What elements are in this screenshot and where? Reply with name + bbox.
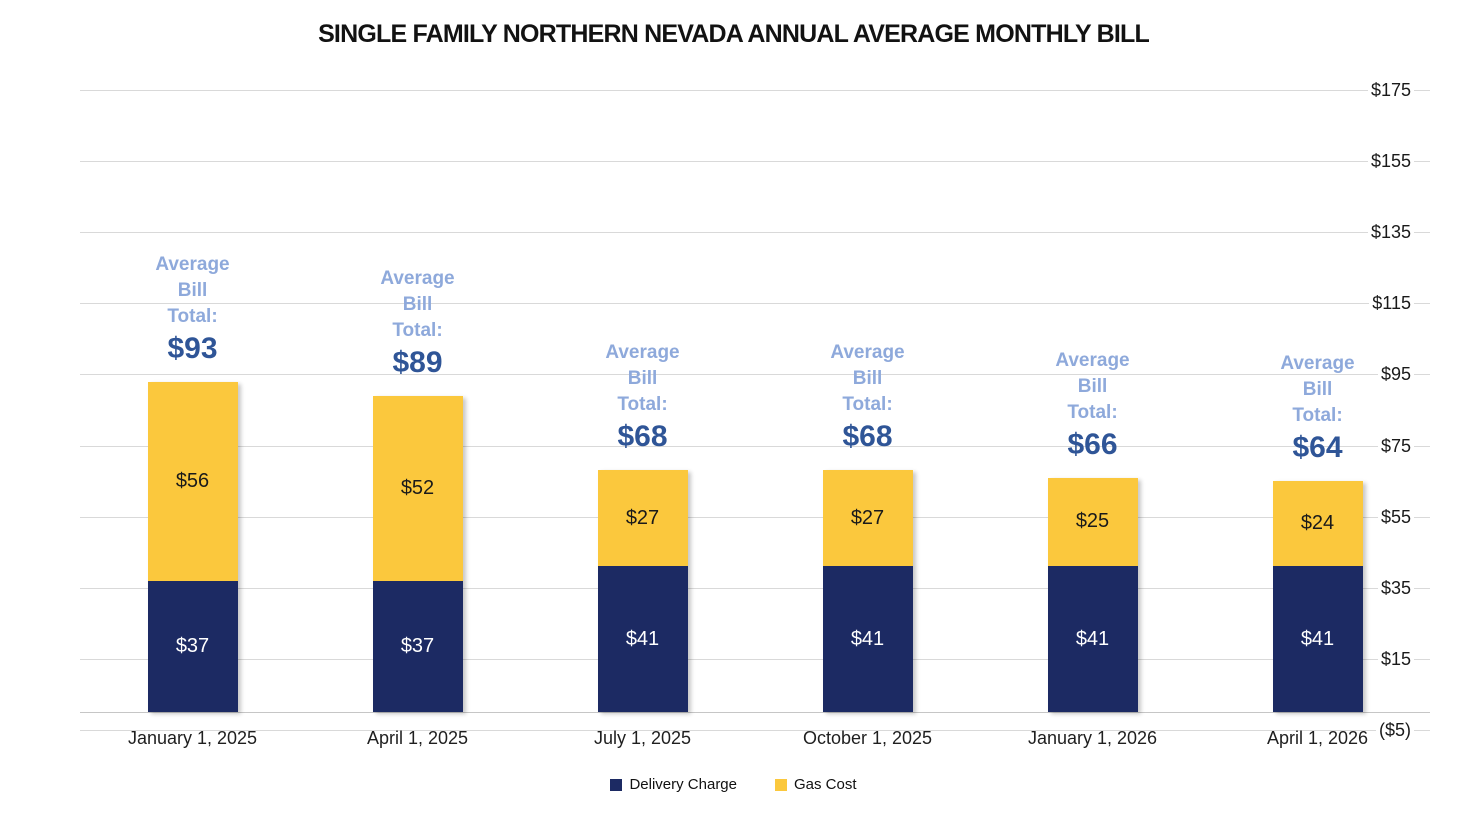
annotation-line: Total: bbox=[842, 394, 893, 416]
gas-cost-segment: $27 bbox=[822, 470, 913, 567]
gridline bbox=[80, 90, 1430, 91]
gridline bbox=[80, 374, 1430, 376]
annotation-line: Bill bbox=[402, 293, 433, 315]
delivery-charge-segment: $41 bbox=[597, 566, 688, 713]
y-axis-tick-label: $95 bbox=[1377, 362, 1414, 387]
annotation-line: Bill bbox=[627, 368, 658, 390]
annotation-line: Total: bbox=[1292, 405, 1343, 427]
gas-cost-value-label: $52 bbox=[400, 476, 435, 499]
gas-cost-segment: $56 bbox=[147, 381, 238, 581]
annotation-line: Average bbox=[605, 342, 680, 364]
annotation-line: Bill bbox=[1302, 379, 1333, 401]
delivery-charge-value-label: $41 bbox=[625, 627, 660, 650]
gas-cost-segment: $25 bbox=[1047, 477, 1138, 567]
delivery-charge-segment: $37 bbox=[147, 580, 238, 713]
y-axis-tick-label: $175 bbox=[1367, 78, 1414, 102]
legend-label-delivery-charge: Delivery Charge bbox=[629, 776, 737, 793]
y-axis-tick-label: $135 bbox=[1367, 220, 1414, 245]
gas-cost-segment: $24 bbox=[1272, 481, 1363, 567]
legend-item-delivery-charge: Delivery Charge bbox=[610, 776, 737, 793]
gridline bbox=[80, 730, 1430, 731]
annotation-line: Bill bbox=[177, 279, 208, 301]
legend-label-gas-cost: Gas Cost bbox=[794, 776, 857, 793]
gas-cost-value-label: $25 bbox=[1075, 510, 1110, 533]
annotation-line: Bill bbox=[1077, 375, 1108, 397]
annotation-line: Total: bbox=[1067, 401, 1118, 423]
annotation-line: Total: bbox=[167, 305, 218, 327]
y-axis-tick-label: $55 bbox=[1377, 504, 1414, 529]
annotation-line: Total: bbox=[617, 394, 668, 416]
bar-january-1-2025: $56 $37 bbox=[147, 381, 238, 713]
gridline bbox=[80, 516, 1430, 518]
annotation-line: Average bbox=[1280, 353, 1355, 375]
delivery-charge-segment: $37 bbox=[372, 580, 463, 713]
annotation-total-value: $64 bbox=[1292, 431, 1343, 465]
bar-april-1-2026: $24 $41 bbox=[1272, 481, 1363, 713]
legend: Delivery Charge Gas Cost bbox=[0, 776, 1467, 793]
annotation-line: Average bbox=[380, 267, 455, 289]
x-axis-category-label: July 1, 2025 bbox=[593, 728, 692, 749]
bar-october-1-2025: $27 $41 bbox=[822, 470, 913, 713]
chart-title: SINGLE FAMILY NORTHERN NEVADA ANNUAL AVE… bbox=[318, 20, 1150, 48]
gas-cost-swatch-icon bbox=[775, 778, 787, 791]
annotation-total-value: $68 bbox=[842, 420, 893, 454]
bar-july-1-2025: $27 $41 bbox=[597, 470, 688, 713]
gas-cost-segment: $27 bbox=[597, 470, 688, 567]
annotation-line: Average bbox=[1055, 349, 1130, 371]
gas-cost-value-label: $56 bbox=[175, 469, 210, 492]
delivery-charge-segment: $41 bbox=[822, 566, 913, 713]
average-bill-total-annotation: Average Bill Total: $93 bbox=[98, 252, 288, 368]
bar-april-1-2025: $52 $37 bbox=[372, 395, 463, 713]
x-axis-category-label: April 1, 2026 bbox=[1266, 728, 1369, 749]
y-axis-tick-label: ($5) bbox=[1375, 718, 1414, 742]
annotation-total-value: $93 bbox=[167, 331, 218, 365]
annotation-total-value: $66 bbox=[1067, 427, 1118, 461]
gas-cost-segment: $52 bbox=[372, 395, 463, 581]
annotation-total-value: $68 bbox=[617, 420, 668, 454]
delivery-charge-value-label: $37 bbox=[175, 634, 210, 657]
delivery-charge-value-label: $41 bbox=[1075, 627, 1110, 650]
gridline bbox=[80, 161, 1430, 163]
delivery-charge-value-label: $41 bbox=[850, 627, 885, 650]
delivery-charge-swatch-icon bbox=[610, 778, 623, 791]
x-axis-category-label: October 1, 2025 bbox=[802, 728, 933, 749]
gridline bbox=[80, 658, 1430, 660]
average-bill-total-annotation: Average Bill Total: $89 bbox=[323, 266, 513, 382]
delivery-charge-value-label: $41 bbox=[1300, 627, 1335, 650]
legend-item-gas-cost: Gas Cost bbox=[775, 776, 857, 793]
delivery-charge-value-label: $37 bbox=[400, 634, 435, 657]
x-axis-category-label: April 1, 2025 bbox=[366, 728, 469, 749]
bar-january-1-2026: $25 $41 bbox=[1047, 477, 1138, 713]
gridline bbox=[80, 587, 1430, 589]
gridline bbox=[80, 232, 1430, 234]
annotation-total-value: $89 bbox=[392, 345, 443, 379]
annotation-line: Average bbox=[830, 342, 905, 364]
y-axis-tick-label: $155 bbox=[1367, 149, 1414, 174]
annotation-line: Total: bbox=[392, 319, 443, 341]
gas-cost-value-label: $24 bbox=[1300, 512, 1335, 535]
annotation-line: Average bbox=[155, 253, 230, 275]
x-axis-line bbox=[80, 712, 1430, 714]
gas-cost-value-label: $27 bbox=[850, 506, 885, 529]
gas-cost-value-label: $27 bbox=[625, 506, 660, 529]
x-axis-category-label: January 1, 2025 bbox=[127, 728, 258, 749]
gridline bbox=[80, 445, 1430, 447]
y-axis-tick-label: $75 bbox=[1377, 433, 1414, 458]
average-bill-total-annotation: Average Bill Total: $68 bbox=[548, 340, 738, 456]
delivery-charge-segment: $41 bbox=[1272, 566, 1363, 713]
x-axis-category-label: January 1, 2026 bbox=[1027, 728, 1158, 749]
average-bill-total-annotation: Average Bill Total: $64 bbox=[1223, 351, 1413, 467]
average-bill-total-annotation: Average Bill Total: $66 bbox=[998, 348, 1188, 464]
average-bill-total-annotation: Average Bill Total: $68 bbox=[773, 340, 963, 456]
y-axis-tick-label: $35 bbox=[1377, 575, 1414, 600]
gridline bbox=[80, 303, 1430, 305]
annotation-line: Bill bbox=[852, 368, 883, 390]
y-axis-tick-label: $115 bbox=[1369, 291, 1414, 316]
y-axis-tick-label: $15 bbox=[1377, 646, 1414, 671]
delivery-charge-segment: $41 bbox=[1047, 566, 1138, 713]
